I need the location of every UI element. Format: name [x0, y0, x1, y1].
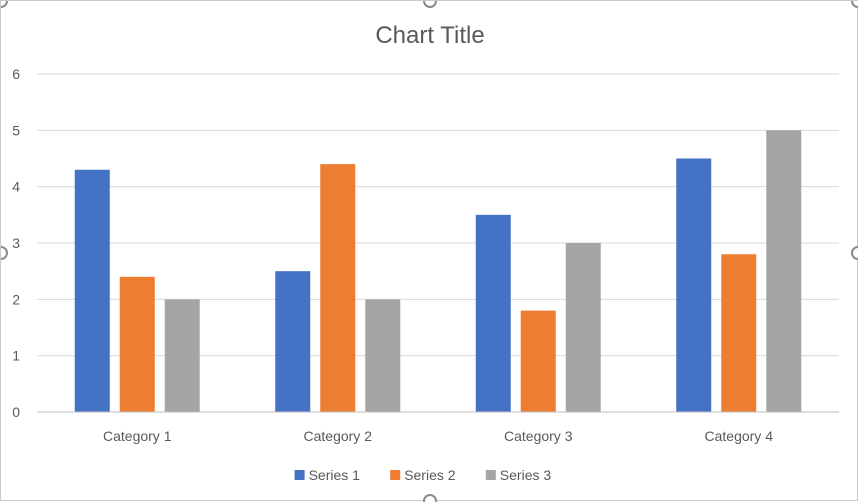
bar-series-3-category-3[interactable]: [565, 243, 601, 412]
resize-handle[interactable]: [1, 246, 8, 260]
y-tick-label: 6: [12, 66, 20, 82]
resize-handle[interactable]: [1, 1, 8, 8]
legend-label: Series 1: [309, 467, 361, 483]
legend[interactable]: Series 1 Series 2 Series 3: [294, 467, 552, 483]
y-axis-tick-labels: 0 1 2 3 4 5 6: [12, 66, 20, 420]
bar-series-1-category-1[interactable]: [74, 169, 110, 412]
y-tick-label: 3: [12, 235, 20, 251]
bar-series-1-category-4[interactable]: [676, 158, 712, 413]
y-tick-label: 0: [12, 404, 20, 420]
legend-swatch: [390, 470, 401, 480]
legend-label: Series 3: [500, 467, 552, 483]
resize-handle[interactable]: [851, 1, 858, 8]
x-tick-label: Category 4: [705, 428, 774, 444]
chart-title[interactable]: Chart Title: [375, 22, 484, 49]
legend-item-series-1[interactable]: Series 1: [294, 467, 361, 483]
legend-swatch: [294, 470, 305, 480]
bar-series-2-category-4[interactable]: [721, 254, 757, 412]
legend-item-series-3[interactable]: Series 3: [485, 467, 552, 483]
bar-series-3-category-2[interactable]: [365, 299, 401, 412]
plot-area[interactable]: [74, 130, 802, 413]
x-tick-label: Category 2: [304, 428, 373, 444]
resize-handle[interactable]: [851, 246, 858, 260]
x-axis-tick-labels: Category 1 Category 2 Category 3 Category 4: [103, 428, 773, 444]
legend-item-series-2[interactable]: Series 2: [390, 467, 456, 483]
legend-swatch: [485, 470, 496, 480]
bar-series-2-category-1[interactable]: [119, 276, 155, 412]
resize-handle[interactable]: [423, 1, 437, 8]
y-tick-label: 5: [12, 122, 20, 138]
bar-series-1-category-2[interactable]: [275, 271, 311, 412]
bar-series-3-category-1[interactable]: [164, 299, 200, 412]
bar-series-2-category-3[interactable]: [520, 310, 556, 412]
bar-series-2-category-2[interactable]: [320, 164, 356, 412]
gridlines: [37, 73, 839, 357]
bar-series-1-category-3[interactable]: [475, 214, 511, 412]
x-tick-label: Category 1: [103, 428, 172, 444]
y-tick-label: 4: [12, 179, 20, 195]
x-tick-label: Category 3: [504, 428, 573, 444]
legend-label: Series 2: [404, 467, 456, 483]
bar-series-3-category-4[interactable]: [766, 130, 802, 413]
y-tick-label: 2: [12, 291, 20, 307]
y-tick-label: 1: [12, 348, 20, 364]
